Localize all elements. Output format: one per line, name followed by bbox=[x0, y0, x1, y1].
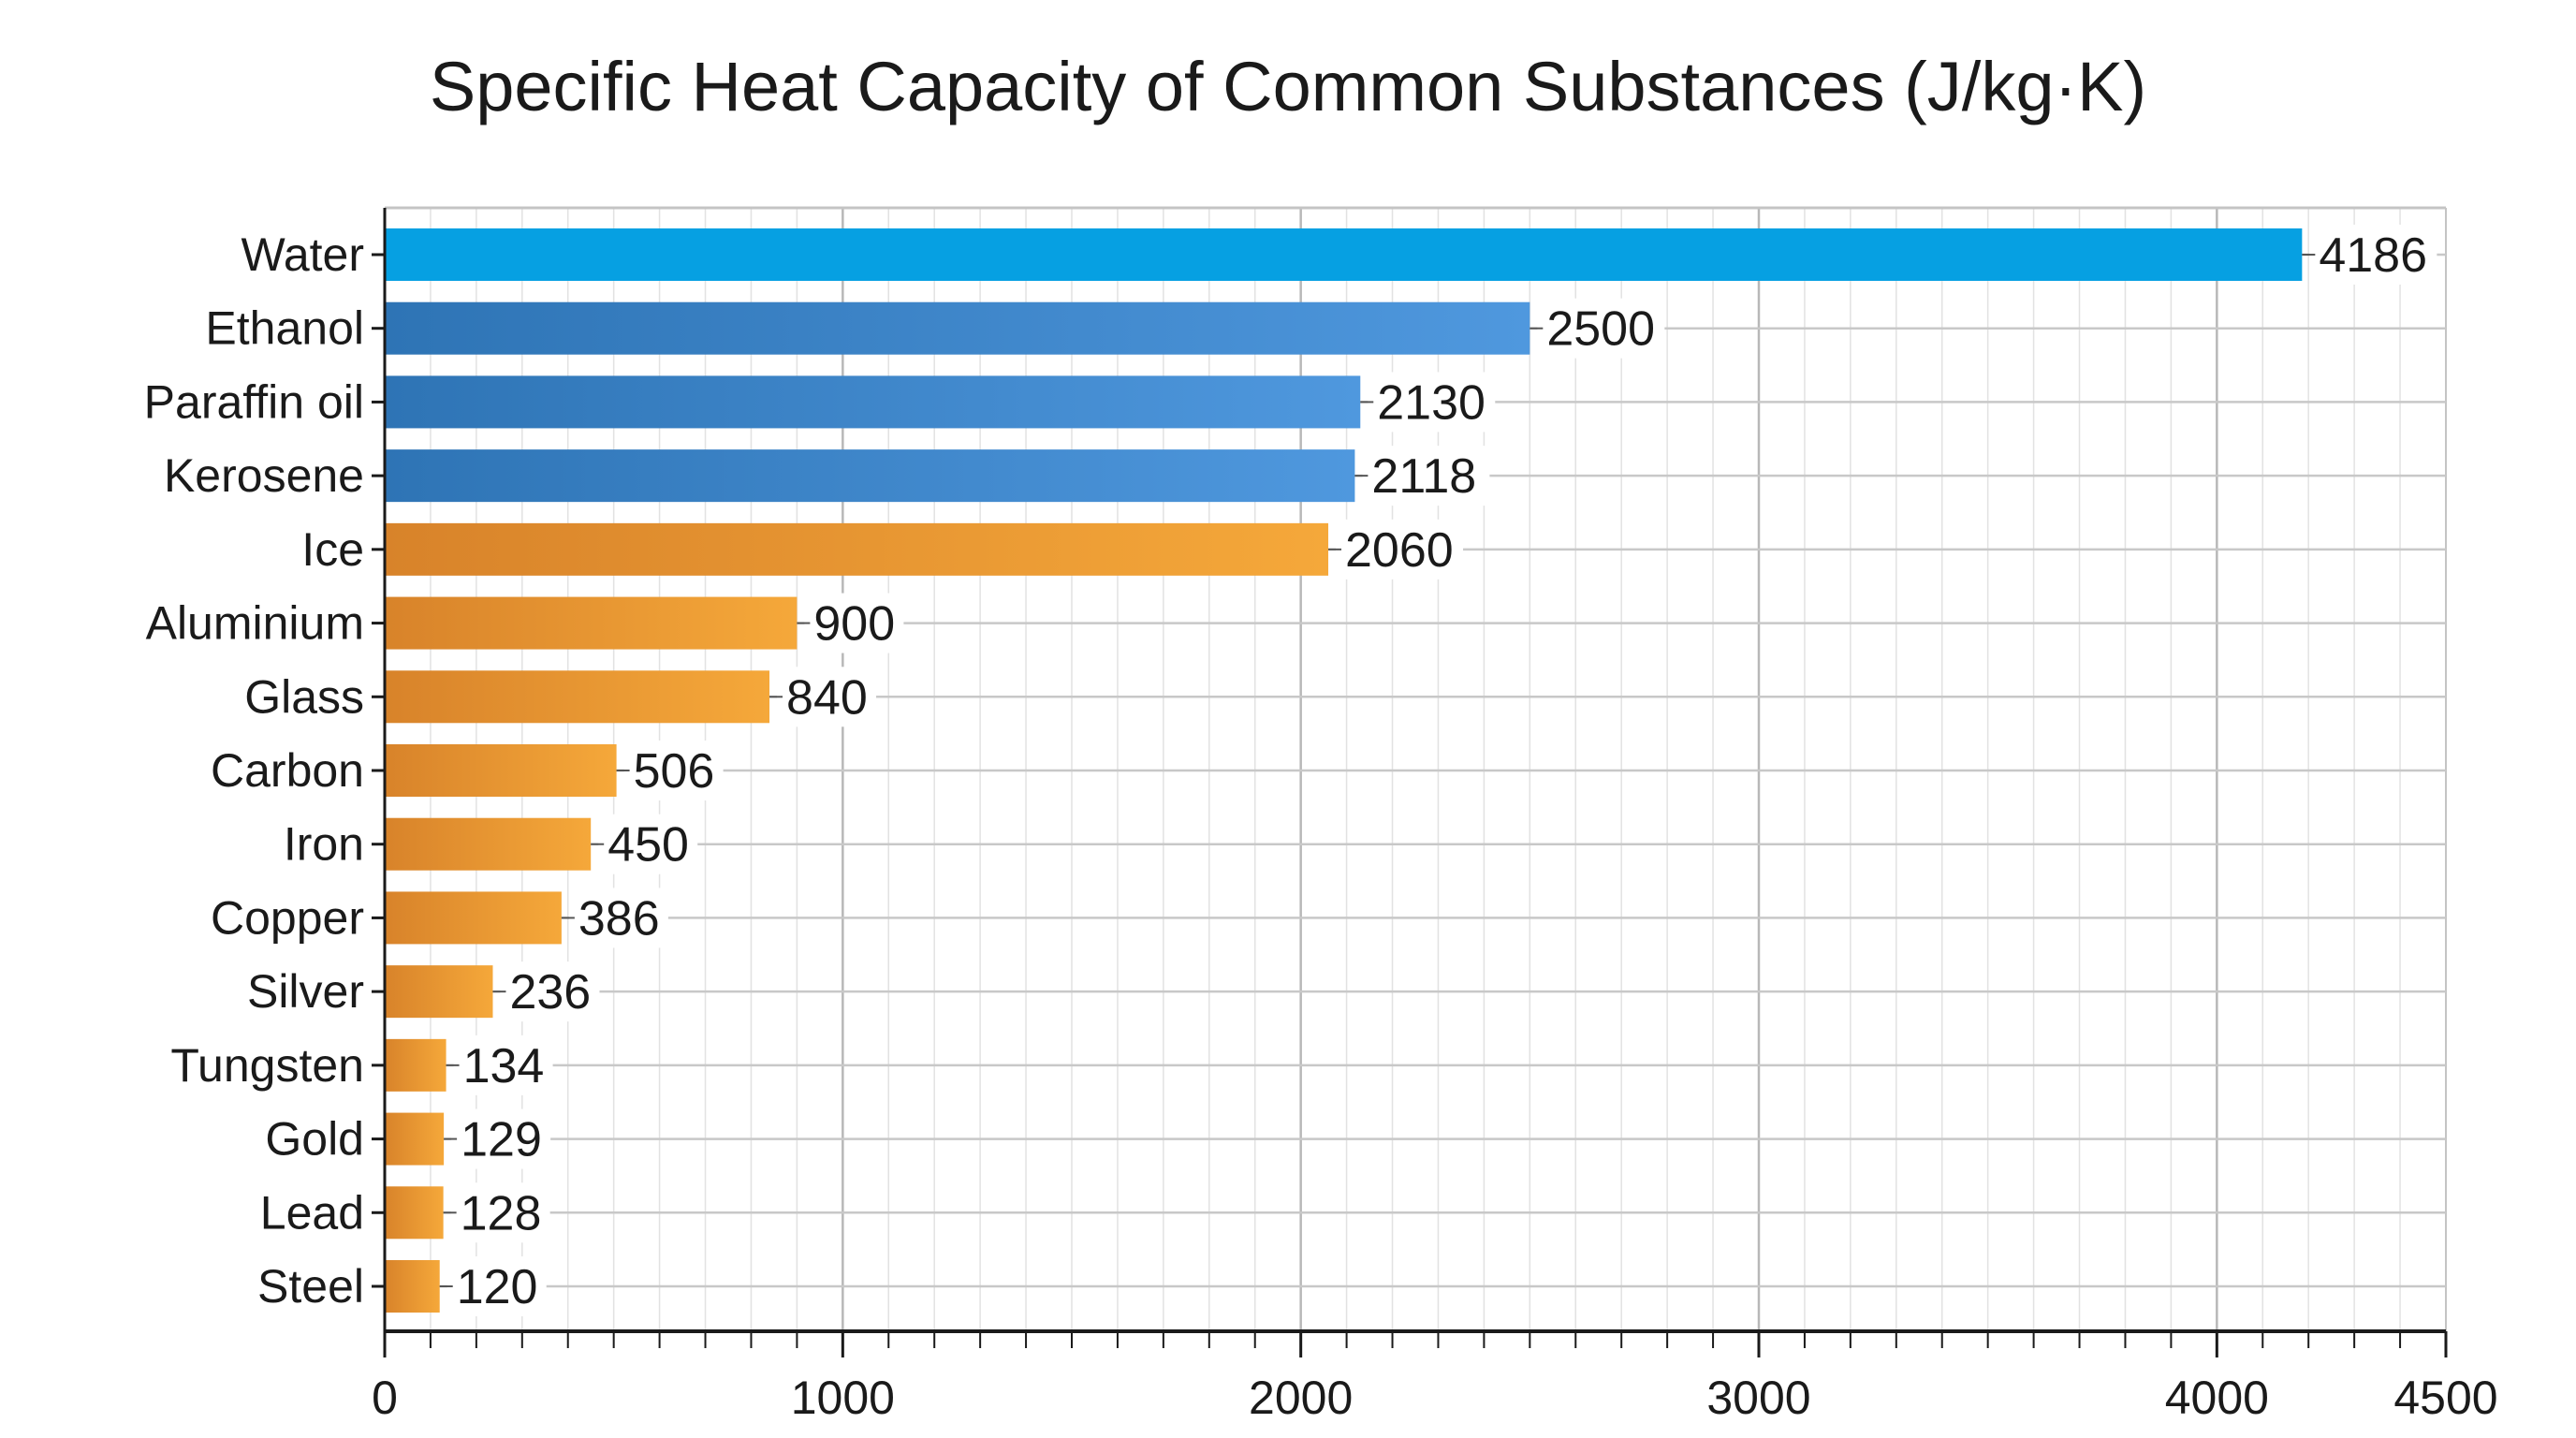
value-label-bg bbox=[446, 1256, 547, 1316]
x-tick-label: 4000 bbox=[2165, 1372, 2269, 1424]
data-label: 128 bbox=[461, 1186, 542, 1240]
data-label: 506 bbox=[634, 744, 715, 799]
x-tick-label: 0 bbox=[372, 1372, 398, 1424]
category-label: Gold bbox=[265, 1113, 364, 1166]
bars: 4186 2500 2130 2118 2060 900 840 506 450 386 236 13… bbox=[385, 225, 2437, 1316]
value-label-bg bbox=[777, 667, 877, 727]
bar-copper bbox=[385, 891, 562, 945]
x-tick-label: 1000 bbox=[791, 1372, 895, 1424]
bar-carbon bbox=[385, 744, 617, 797]
category-label: Paraffin oil bbox=[144, 375, 364, 428]
value-label-bg bbox=[500, 961, 600, 1022]
bar-glass bbox=[385, 670, 770, 724]
data-label: 2060 bbox=[1345, 523, 1454, 578]
category-label: Carbon bbox=[211, 744, 364, 797]
data-label: 236 bbox=[509, 965, 591, 1020]
data-label: 129 bbox=[461, 1113, 542, 1167]
data-label: 450 bbox=[607, 818, 689, 873]
bar-lead bbox=[385, 1186, 444, 1240]
chart-title: Specific Heat Capacity of Common Substan… bbox=[430, 48, 2146, 125]
data-label: 2118 bbox=[1371, 449, 1476, 504]
value-label-bg bbox=[804, 593, 904, 653]
bar-aluminium bbox=[385, 596, 798, 650]
category-label: Ice bbox=[301, 523, 364, 576]
data-label: 4186 bbox=[2319, 228, 2427, 283]
value-label-bg bbox=[1362, 446, 1490, 506]
bar-steel bbox=[385, 1260, 440, 1313]
category-label: Glass bbox=[244, 670, 364, 723]
category-label: Steel bbox=[257, 1260, 364, 1313]
value-label-bg bbox=[1336, 519, 1464, 580]
data-label: 840 bbox=[786, 670, 868, 725]
value-label-bg bbox=[1368, 372, 1496, 433]
category-label: Iron bbox=[284, 818, 364, 871]
category-label: Kerosene bbox=[164, 449, 364, 502]
value-label-bg bbox=[451, 1108, 551, 1169]
data-label: 134 bbox=[463, 1039, 545, 1093]
bar-gold bbox=[385, 1112, 445, 1166]
bar-paraffin-oil bbox=[385, 375, 1361, 429]
bar-ice bbox=[385, 522, 1329, 576]
value-label-bg bbox=[568, 888, 668, 948]
bar-iron bbox=[385, 817, 592, 871]
category-label: Copper bbox=[211, 891, 364, 944]
data-label: 900 bbox=[813, 597, 895, 652]
value-label-bg bbox=[1537, 298, 1665, 359]
bar-ethanol bbox=[385, 301, 1530, 355]
category-label: Tungsten bbox=[170, 1039, 364, 1092]
bar-water bbox=[385, 228, 2303, 281]
value-label-bg bbox=[2309, 225, 2437, 285]
x-tick-label: 4500 bbox=[2393, 1372, 2497, 1424]
category-label: Aluminium bbox=[146, 597, 364, 650]
bar-silver bbox=[385, 965, 493, 1019]
data-label: 386 bbox=[578, 891, 660, 946]
x-tick-label: 3000 bbox=[1706, 1372, 1810, 1424]
data-label: 2130 bbox=[1377, 375, 1486, 430]
bar-tungsten bbox=[385, 1038, 446, 1092]
value-label-bg bbox=[450, 1182, 550, 1243]
value-label-bg bbox=[598, 814, 698, 874]
category-label: Silver bbox=[247, 965, 364, 1018]
value-label-bg bbox=[623, 741, 724, 800]
bar-kerosene bbox=[385, 449, 1355, 503]
data-label: 2500 bbox=[1546, 302, 1655, 357]
axes: Water Ethanol Paraffin oil Kerosene Ice Alumi… bbox=[144, 208, 2498, 1424]
category-label: Water bbox=[242, 228, 365, 281]
data-label: 120 bbox=[457, 1260, 538, 1314]
x-tick-label: 2000 bbox=[1249, 1372, 1353, 1424]
value-label-bg bbox=[453, 1034, 553, 1095]
category-label: Ethanol bbox=[205, 302, 364, 355]
category-label: Lead bbox=[260, 1186, 364, 1239]
